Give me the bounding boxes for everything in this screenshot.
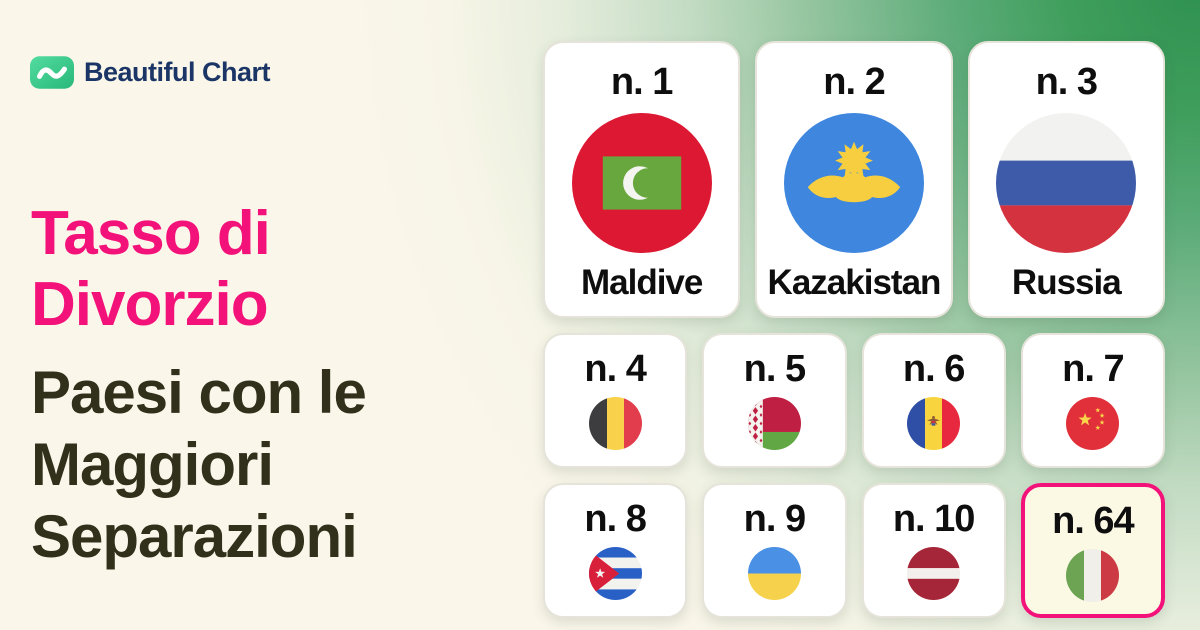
- rank-card-belarus[interactable]: n. 5: [702, 333, 847, 468]
- rank-card-maldive[interactable]: n. 1 Maldive: [543, 41, 741, 318]
- country-label: Kazakistan: [767, 263, 942, 302]
- rank-card-china[interactable]: n. 7: [1020, 333, 1165, 468]
- rank-card-belgium[interactable]: n. 4: [543, 333, 688, 468]
- rank-label: n. 1: [610, 61, 673, 103]
- rank-label: n. 3: [1035, 61, 1098, 103]
- rank-label: n. 8: [584, 498, 646, 540]
- ranking-row-8-64: n. 8: [543, 483, 1165, 618]
- flag-moldova-icon: [907, 397, 961, 450]
- country-label: Maldive: [580, 263, 703, 302]
- page-subtitle: Paesi con le Maggiori Separazioni: [31, 358, 367, 570]
- flag-cuba-icon: [588, 547, 642, 600]
- brand-chart-icon: [30, 56, 74, 89]
- flag-ukraine-icon: [747, 547, 801, 600]
- ranking-grid: n. 1 Maldive n. 2: [543, 41, 1165, 618]
- flag-russia-icon: [996, 113, 1137, 253]
- rank-card-italy[interactable]: n. 64: [1020, 483, 1165, 618]
- rank-label: n. 6: [902, 348, 965, 390]
- rank-label: n. 9: [743, 498, 806, 540]
- rank-label: n. 64: [1052, 500, 1135, 542]
- ranking-row-top3: n. 1 Maldive n. 2: [543, 41, 1165, 318]
- rank-card-latvia[interactable]: n. 10: [861, 483, 1006, 618]
- flag-belarus-icon: [747, 397, 801, 450]
- flag-latvia-icon: [907, 547, 961, 600]
- rank-label: n. 10: [892, 498, 976, 540]
- brand-logo: Beautiful Chart: [30, 56, 271, 89]
- flag-italy-icon: [1066, 549, 1120, 602]
- country-label: Russia: [1011, 263, 1122, 302]
- rank-label: n. 2: [823, 61, 885, 103]
- title-block: Tasso di Divorzio Paesi con le Maggiori …: [31, 198, 501, 573]
- rank-card-cuba[interactable]: n. 8: [543, 483, 688, 618]
- flag-belgium-icon: [588, 397, 642, 450]
- page-title: Tasso di Divorzio: [31, 199, 271, 340]
- flag-kazakhstan-icon: [783, 113, 924, 253]
- rank-label: n. 7: [1062, 348, 1124, 390]
- rank-label: n. 4: [584, 348, 646, 390]
- rank-card-russia[interactable]: n. 3 Russia: [967, 41, 1165, 318]
- brand-name: Beautiful Chart: [84, 57, 271, 87]
- ranking-row-4-7: n. 4 n. 5: [543, 333, 1165, 468]
- rank-card-ukraine[interactable]: n. 9: [702, 483, 847, 618]
- flag-maldives-icon: [571, 113, 712, 253]
- rank-label: n. 5: [743, 348, 806, 390]
- rank-card-moldova[interactable]: n. 6: [861, 333, 1006, 468]
- flag-china-icon: [1066, 397, 1120, 450]
- rank-card-kazakistan[interactable]: n. 2 Kazakistan: [755, 41, 953, 318]
